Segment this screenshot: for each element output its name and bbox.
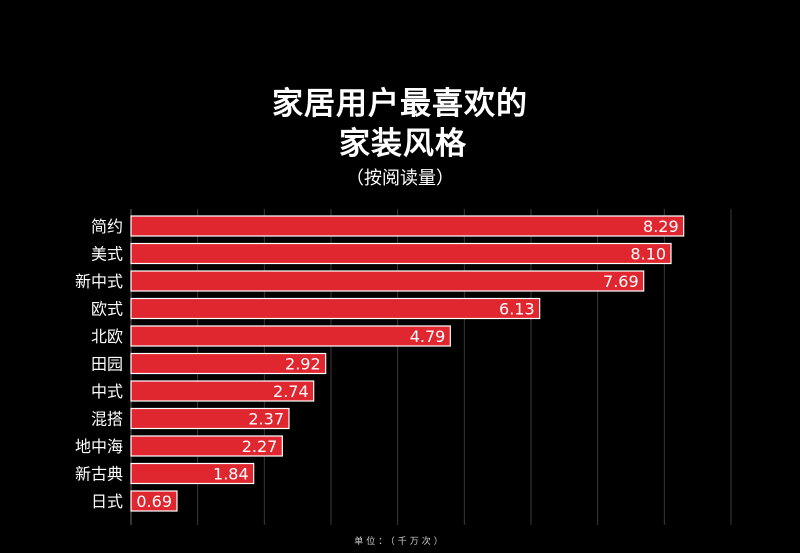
bar-8 bbox=[130, 435, 283, 457]
bar-2 bbox=[130, 270, 645, 292]
bar-10 bbox=[130, 490, 178, 512]
value-label-8: 2.27 bbox=[242, 437, 278, 456]
bar-4 bbox=[130, 325, 451, 347]
chart-title-block: 家居用户最喜欢的 家装风格 （按阅读量） bbox=[0, 84, 800, 192]
value-label-0: 8.29 bbox=[643, 217, 679, 236]
value-label-6: 2.74 bbox=[273, 382, 309, 401]
bar-0 bbox=[130, 215, 685, 237]
category-label-4: 北欧 bbox=[91, 327, 123, 346]
value-label-7: 2.37 bbox=[248, 410, 284, 429]
category-label-5: 田园 bbox=[91, 355, 123, 374]
category-label-3: 欧式 bbox=[91, 300, 123, 319]
category-label-7: 混搭 bbox=[91, 410, 123, 429]
bar-9 bbox=[130, 462, 255, 485]
category-label-1: 美式 bbox=[91, 245, 123, 264]
category-label-10: 日式 bbox=[91, 492, 123, 511]
bar-3 bbox=[130, 297, 541, 320]
value-label-9: 1.84 bbox=[213, 465, 249, 484]
bar-6 bbox=[130, 380, 315, 402]
value-label-1: 8.10 bbox=[630, 245, 666, 264]
value-label-10: 0.69 bbox=[136, 492, 172, 511]
value-label-3: 6.13 bbox=[499, 300, 535, 319]
category-label-9: 新古典 bbox=[75, 465, 123, 484]
value-label-2: 7.69 bbox=[603, 272, 639, 291]
category-label-6: 中式 bbox=[91, 382, 123, 401]
bar-5 bbox=[130, 352, 327, 375]
chart-title-line-2: 家装风格 bbox=[339, 126, 467, 162]
chart-title-line-1: 家居用户最喜欢的 bbox=[272, 86, 528, 122]
bar-1 bbox=[130, 242, 672, 265]
bar-7 bbox=[130, 407, 290, 430]
value-label-5: 2.92 bbox=[285, 355, 321, 374]
category-label-8: 地中海 bbox=[75, 437, 123, 456]
unit-note: 单位：（千万次） bbox=[354, 537, 446, 547]
category-label-0: 简约 bbox=[91, 217, 123, 236]
chart-subtitle: （按阅读量） bbox=[346, 168, 454, 189]
labels: 简约 8.29 美式 8.10 新中式 7.69 欧式 6.13 北欧 4.79 田园 2.92 中式 2… bbox=[75, 217, 679, 511]
category-label-2: 新中式 bbox=[75, 272, 123, 291]
bars bbox=[130, 215, 685, 512]
value-label-4: 4.79 bbox=[410, 327, 446, 346]
